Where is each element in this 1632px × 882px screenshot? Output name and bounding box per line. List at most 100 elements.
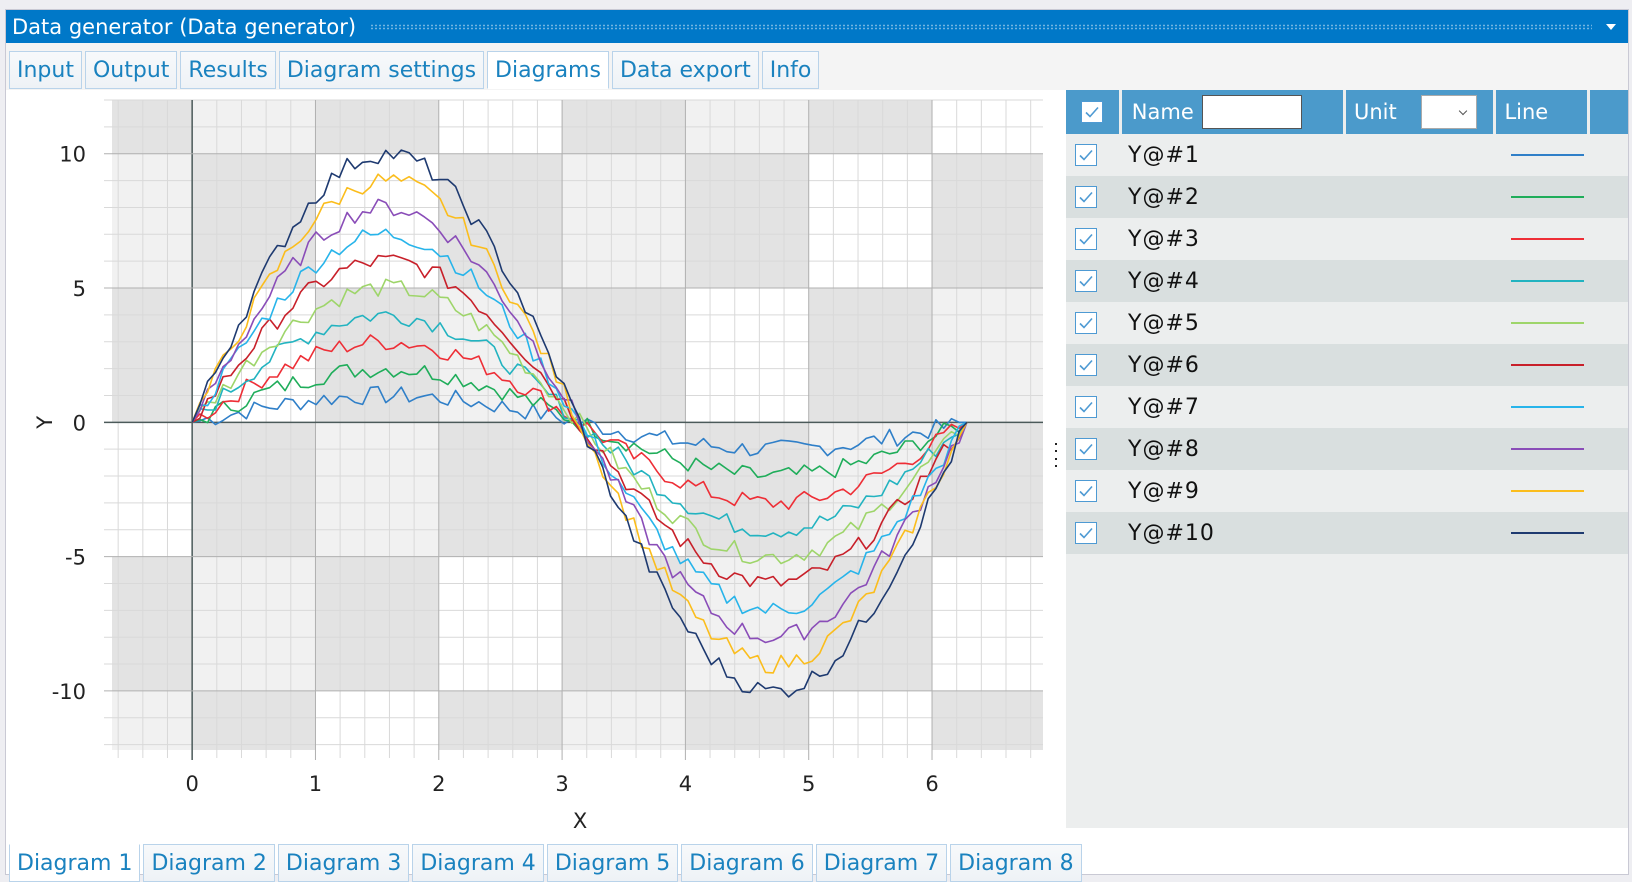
tab-diagram-4[interactable]: Diagram 4 xyxy=(412,844,544,882)
checkmark-icon xyxy=(1079,149,1093,161)
grip-dot xyxy=(1055,442,1057,445)
series-line xyxy=(191,173,968,674)
main-tabstrip: Input Output Results Diagram settings Diagra… xyxy=(6,43,1628,90)
diagram-tabstrip: Diagram 1 Diagram 2 Diagram 3 Diagram 4 Diag… xyxy=(9,844,1085,882)
series-name: Y@#1 xyxy=(1128,142,1200,168)
y-axis-label: Y xyxy=(33,416,57,430)
window-title: Data generator (Data generator) xyxy=(12,14,357,39)
series-name: Y@#9 xyxy=(1128,478,1200,504)
title-bar[interactable]: Data generator (Data generator) xyxy=(6,10,1628,43)
series-visible-checkbox[interactable] xyxy=(1075,438,1097,460)
triangle-down-icon[interactable] xyxy=(1606,23,1616,30)
tab-diagram-settings[interactable]: Diagram settings xyxy=(278,51,485,89)
legend-row[interactable]: Y@#6 xyxy=(1066,344,1628,386)
legend-row[interactable]: Y@#4 xyxy=(1066,260,1628,302)
tab-input[interactable]: Input xyxy=(9,51,82,89)
line-style-swatch[interactable] xyxy=(1511,238,1584,240)
x-tick-label: 2 xyxy=(432,772,445,796)
drag-grip[interactable] xyxy=(370,23,1592,30)
legend-header-row: Name Unit Line xyxy=(1066,90,1628,134)
line-style-swatch[interactable] xyxy=(1511,448,1584,450)
series-visible-checkbox[interactable] xyxy=(1075,354,1097,376)
diagram-content: 0 1 2 3 4 5 6 10 5 0 -5 -10 X Y Name Unit xyxy=(6,90,1628,882)
series-line xyxy=(191,149,968,698)
tab-diagram-3[interactable]: Diagram 3 xyxy=(277,844,410,882)
tab-results[interactable]: Results xyxy=(180,51,276,89)
grip-dot xyxy=(1055,457,1057,460)
checkmark-icon xyxy=(1079,233,1093,245)
tab-data-export[interactable]: Data export xyxy=(611,51,759,89)
series-visible-checkbox[interactable] xyxy=(1075,312,1097,334)
series-name: Y@#4 xyxy=(1128,268,1200,294)
checkmark-icon xyxy=(1079,317,1093,329)
grip-dot xyxy=(1055,465,1057,468)
checkmark-icon xyxy=(1079,485,1093,497)
line-column-label: Line xyxy=(1504,100,1549,124)
series-name: Y@#10 xyxy=(1128,520,1215,546)
header-unit-cell: Unit xyxy=(1345,90,1494,134)
x-tick-label: 4 xyxy=(679,772,692,796)
series-visible-checkbox[interactable] xyxy=(1075,480,1097,502)
tab-diagram-8[interactable]: Diagram 8 xyxy=(950,844,1082,882)
series-line xyxy=(191,198,968,644)
series-visible-checkbox[interactable] xyxy=(1075,396,1097,418)
legend-row[interactable]: Y@#10 xyxy=(1066,512,1628,554)
series-visible-checkbox[interactable] xyxy=(1075,144,1097,166)
series-name: Y@#8 xyxy=(1128,436,1200,462)
series-name: Y@#7 xyxy=(1128,394,1200,420)
x-axis-label: X xyxy=(573,809,587,833)
header-line-cell: Line xyxy=(1496,90,1588,134)
tab-diagrams[interactable]: Diagrams xyxy=(487,51,609,89)
tab-info[interactable]: Info xyxy=(761,51,820,89)
legend-row[interactable]: Y@#3 xyxy=(1066,218,1628,260)
line-chart[interactable]: 0 1 2 3 4 5 6 10 5 0 -5 -10 X Y xyxy=(6,90,1051,840)
y-tick-label: 10 xyxy=(59,143,86,167)
line-style-swatch[interactable] xyxy=(1511,322,1584,324)
series-visible-checkbox[interactable] xyxy=(1075,270,1097,292)
series-line xyxy=(191,278,968,565)
checkmark-icon xyxy=(1079,191,1093,203)
y-tick-label: 5 xyxy=(73,277,86,301)
select-all-checkbox[interactable] xyxy=(1081,101,1104,123)
data-generator-window: Data generator (Data generator) Input Out… xyxy=(5,9,1629,882)
line-style-swatch[interactable] xyxy=(1511,196,1584,198)
header-extra-cell xyxy=(1590,90,1628,134)
series-name: Y@#2 xyxy=(1128,184,1200,210)
tab-diagram-2[interactable]: Diagram 2 xyxy=(143,844,275,882)
legend-row[interactable]: Y@#9 xyxy=(1066,470,1628,512)
legend-row[interactable]: Y@#7 xyxy=(1066,386,1628,428)
line-style-swatch[interactable] xyxy=(1511,154,1584,156)
x-tick-label: 1 xyxy=(309,772,322,796)
line-style-swatch[interactable] xyxy=(1511,532,1584,534)
series-visible-checkbox[interactable] xyxy=(1075,522,1097,544)
y-tick-label: -5 xyxy=(65,546,86,570)
tab-diagram-7[interactable]: Diagram 7 xyxy=(815,844,948,882)
splitter-handle[interactable] xyxy=(1053,440,1059,470)
unit-column-label: Unit xyxy=(1353,100,1397,124)
series-visible-checkbox[interactable] xyxy=(1075,228,1097,250)
y-tick-label: 0 xyxy=(73,411,86,435)
tab-output[interactable]: Output xyxy=(84,51,178,89)
line-style-swatch[interactable] xyxy=(1511,364,1584,366)
name-filter-input[interactable] xyxy=(1201,95,1302,129)
series-legend-panel: Name Unit Line Y@#1 Y@#2 Y@#3 Y@#4 Y@#5 Y@#6 Y… xyxy=(1066,90,1628,828)
series-visible-checkbox[interactable] xyxy=(1075,186,1097,208)
unit-filter-dropdown[interactable] xyxy=(1420,95,1477,129)
tab-diagram-1[interactable]: Diagram 1 xyxy=(9,844,141,882)
grip-dot xyxy=(1055,450,1057,453)
legend-row[interactable]: Y@#2 xyxy=(1066,176,1628,218)
legend-row[interactable]: Y@#8 xyxy=(1066,428,1628,470)
tab-diagram-6[interactable]: Diagram 6 xyxy=(681,844,813,882)
checkmark-icon xyxy=(1079,275,1093,287)
series-name: Y@#6 xyxy=(1128,352,1200,378)
line-style-swatch[interactable] xyxy=(1511,490,1584,492)
line-style-swatch[interactable] xyxy=(1511,406,1584,408)
checkmark-icon xyxy=(1079,359,1093,371)
legend-row[interactable]: Y@#1 xyxy=(1066,134,1628,176)
y-tick-label: -10 xyxy=(52,680,86,704)
chart-area[interactable]: 0 1 2 3 4 5 6 10 5 0 -5 -10 X Y xyxy=(6,90,1051,840)
tab-diagram-5[interactable]: Diagram 5 xyxy=(546,844,679,882)
legend-row[interactable]: Y@#5 xyxy=(1066,302,1628,344)
series-name: Y@#5 xyxy=(1128,310,1200,336)
line-style-swatch[interactable] xyxy=(1511,280,1584,282)
